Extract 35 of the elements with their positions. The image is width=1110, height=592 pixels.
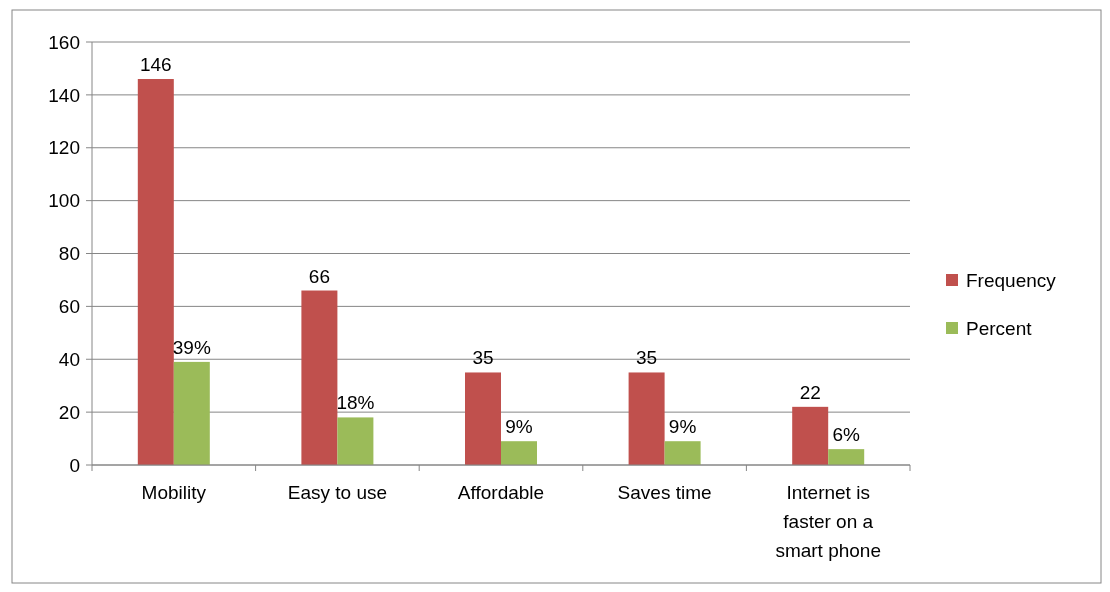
x-tick-label: Saves time (617, 482, 712, 503)
y-tick-label: 160 (48, 31, 80, 53)
bar (337, 417, 374, 465)
bar (664, 441, 701, 465)
bar (628, 372, 665, 465)
y-tick-label: 120 (48, 137, 80, 159)
bar (137, 79, 174, 465)
y-tick-label: 140 (48, 84, 80, 106)
bar (828, 449, 865, 465)
y-tick-label: 80 (58, 243, 80, 265)
data-label: 35 (472, 347, 494, 369)
x-tick-label: Easy to use (287, 482, 388, 503)
data-label: 22 (799, 381, 821, 403)
data-label: 9% (505, 416, 533, 438)
y-tick-label: 0 (69, 454, 80, 476)
y-tick-label: 40 (58, 348, 80, 370)
y-tick-label: 60 (58, 296, 80, 318)
data-label: 18% (336, 392, 375, 414)
bar (301, 290, 338, 465)
data-label: 6% (832, 424, 861, 446)
bar (792, 406, 829, 465)
x-tick-label: Affordable (457, 482, 545, 503)
data-label: 66 (308, 265, 330, 287)
x-tick-label: Internet is faster on a smart phone (775, 482, 882, 561)
y-tick-label: 100 (48, 190, 80, 212)
bar (173, 361, 210, 465)
data-label: 146 (139, 54, 172, 76)
y-tick-label: 20 (58, 401, 80, 423)
data-label: 9% (668, 416, 697, 438)
legend-label: Percent (966, 317, 1033, 339)
legend-label: Frequency (966, 269, 1057, 291)
x-tick-label: Mobility (141, 482, 207, 503)
data-label: 35 (636, 347, 658, 369)
bar (465, 372, 501, 465)
bar (501, 441, 537, 465)
